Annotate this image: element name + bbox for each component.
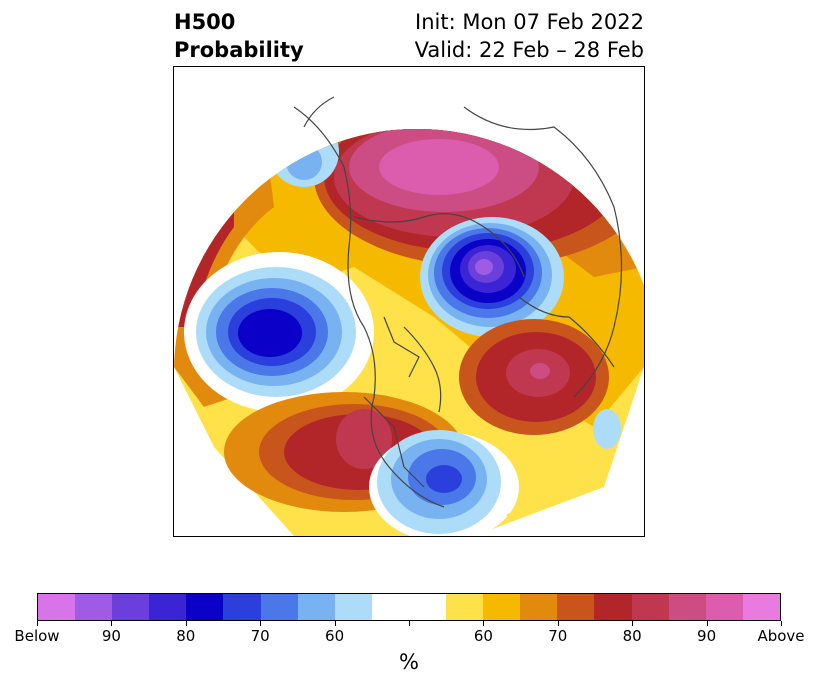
title-metric: Probability [174, 38, 304, 62]
colorbar-tick [260, 621, 262, 626]
colorbar-tick [334, 621, 336, 626]
colorbar-segment [112, 594, 150, 620]
east-low [593, 409, 621, 449]
colorbar-segment [38, 594, 76, 620]
asia-high-4 [336, 409, 392, 469]
colorbar-tick-label: 60 [473, 627, 493, 645]
colorbar-tick [409, 621, 410, 626]
colorbar-tick [37, 621, 38, 626]
eastasia-low-4 [426, 465, 462, 493]
title-right: Init: Mon 07 Feb 2022 Valid: 22 Feb – 28… [415, 8, 644, 64]
colorbar-tick-label: 90 [101, 627, 121, 645]
valid-period: Valid: 22 Feb – 28 Feb [414, 38, 644, 62]
high-north-pink [379, 139, 499, 195]
colorbar-segment [631, 594, 669, 620]
colorbar-segment [446, 594, 484, 620]
probability-map [174, 96, 644, 536]
pacific-low-5 [238, 309, 302, 357]
colorbar-segment [408, 594, 447, 620]
colorbar-segment [223, 594, 261, 620]
colorbar-tick-label: Above [757, 627, 805, 645]
colorbar-segment [668, 594, 706, 620]
colorbar-segment [594, 594, 632, 620]
colorbar-segment [371, 594, 409, 620]
colorbar-segment [520, 594, 558, 620]
europe-high-4 [530, 363, 550, 379]
colorbar-tick-label: 80 [622, 627, 642, 645]
colorbar-segment [742, 594, 780, 620]
colorbar-segment [260, 594, 298, 620]
colorbar-segment [297, 594, 335, 620]
colorbar-tick [111, 621, 113, 626]
colorbar-tick-label: 70 [250, 627, 270, 645]
title-variable: H500 [174, 10, 236, 34]
colorbar-tick-label: 90 [697, 627, 717, 645]
map-panel [173, 66, 645, 537]
colorbar-segment [483, 594, 521, 620]
colorbar-tick [557, 621, 559, 626]
colorbar-segment [186, 594, 224, 620]
alaska-low-2 [286, 144, 322, 180]
colorbar-segment [705, 594, 743, 620]
colorbar-unit: % [399, 650, 419, 674]
colorbar-segment [334, 594, 372, 620]
coastlines [293, 96, 623, 508]
colorbar-tick [706, 621, 708, 626]
init-date: Init: Mon 07 Feb 2022 [415, 10, 644, 34]
colorbar-tick [781, 621, 782, 626]
colorbar-tick [632, 621, 634, 626]
polar-low-8 [475, 259, 493, 275]
colorbar-tick-label: Below [14, 627, 60, 645]
colorbar-segment [557, 594, 595, 620]
colorbar-tick [483, 621, 485, 626]
colorbar-tick [185, 621, 187, 626]
colorbar-tick-label: 70 [548, 627, 568, 645]
colorbar [37, 593, 781, 621]
colorbar-tick-label: 80 [176, 627, 196, 645]
southeast-streak [506, 493, 550, 519]
title-left: H500 Probability [174, 8, 304, 64]
colorbar-segment [75, 594, 113, 620]
colorbar-tick-label: 60 [325, 627, 345, 645]
colorbar-segment [149, 594, 187, 620]
